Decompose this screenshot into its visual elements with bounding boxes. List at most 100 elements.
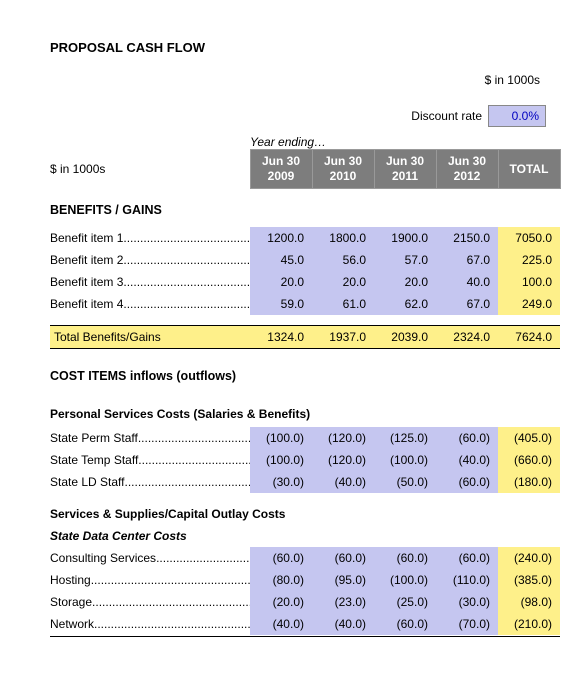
cell-total: 100.0 — [498, 271, 560, 293]
table-row: State LD Staff (30.0) (40.0) (50.0) (60.… — [50, 471, 560, 493]
services-subheading: State Data Center Costs — [50, 527, 560, 547]
cell: 1800.0 — [312, 227, 374, 249]
cell: 67.0 — [436, 249, 498, 271]
cell: (100.0) — [374, 569, 436, 591]
cell: 20.0 — [374, 271, 436, 293]
cell: (120.0) — [312, 427, 374, 449]
cell-total: (210.0) — [498, 613, 560, 635]
cell: 45.0 — [250, 249, 312, 271]
cell: (125.0) — [374, 427, 436, 449]
cell: 2150.0 — [436, 227, 498, 249]
cell: (30.0) — [436, 591, 498, 613]
cell: 40.0 — [436, 271, 498, 293]
table-row: State Perm Staff (100.0) (120.0) (125.0)… — [50, 427, 560, 449]
col-header-2009: Jun 302009 — [250, 150, 312, 189]
cell-total: (385.0) — [498, 569, 560, 591]
cell: (60.0) — [436, 471, 498, 493]
cell: (100.0) — [250, 449, 312, 471]
cell: (110.0) — [436, 569, 498, 591]
cell: (120.0) — [312, 449, 374, 471]
header-row: $ in 1000s Jun 302009 Jun 302010 Jun 302… — [50, 150, 560, 189]
cell: 57.0 — [374, 249, 436, 271]
benefits-heading: BENEFITS / GAINS — [50, 189, 560, 228]
cell: (100.0) — [374, 449, 436, 471]
cell: (23.0) — [312, 591, 374, 613]
row-label: Benefit item 4 — [50, 297, 123, 311]
discount-row: Discount rate 0.0% — [50, 105, 550, 127]
benefits-total-row: Total Benefits/Gains 1324.0 1937.0 2039.… — [50, 325, 560, 348]
cell: 62.0 — [374, 293, 436, 315]
row-label: Consulting Services — [50, 551, 156, 565]
row-label: State LD Staff — [50, 475, 125, 489]
cell-total: (660.0) — [498, 449, 560, 471]
cell: 2039.0 — [374, 325, 436, 348]
units-label-left: $ in 1000s — [50, 150, 250, 189]
cell-total: 249.0 — [498, 293, 560, 315]
table-row: Benefit item 1 1200.0 1800.0 1900.0 2150… — [50, 227, 560, 249]
cell-total: (98.0) — [498, 591, 560, 613]
table-row: Storage (20.0) (23.0) (25.0) (30.0) (98.… — [50, 591, 560, 613]
cell: (70.0) — [436, 613, 498, 635]
row-label: Storage — [50, 595, 92, 609]
table-row: Consulting Services (60.0) (60.0) (60.0)… — [50, 547, 560, 569]
cell-total: 225.0 — [498, 249, 560, 271]
page-title: PROPOSAL CASH FLOW — [50, 40, 550, 55]
cell: (80.0) — [250, 569, 312, 591]
cell: 1937.0 — [312, 325, 374, 348]
table-row: Benefit item 3 20.0 20.0 20.0 40.0 100.0 — [50, 271, 560, 293]
cell: 56.0 — [312, 249, 374, 271]
cell: 1900.0 — [374, 227, 436, 249]
discount-value[interactable]: 0.0% — [488, 105, 546, 127]
col-header-2012: Jun 302012 — [436, 150, 498, 189]
cell: (20.0) — [250, 591, 312, 613]
table-row: Hosting (80.0) (95.0) (100.0) (110.0) (3… — [50, 569, 560, 591]
units-label-top: $ in 1000s — [50, 73, 550, 87]
cell: (95.0) — [312, 569, 374, 591]
cell: (60.0) — [312, 547, 374, 569]
row-label: Benefit item 3 — [50, 275, 123, 289]
costs-heading: COST ITEMS inflows (outflows) — [50, 348, 560, 393]
table-row: Benefit item 2 45.0 56.0 57.0 67.0 225.0 — [50, 249, 560, 271]
col-header-total: TOTAL — [498, 150, 560, 189]
cell: (50.0) — [374, 471, 436, 493]
cell: (40.0) — [312, 471, 374, 493]
services-heading: Services & Supplies/Capital Outlay Costs — [50, 493, 560, 527]
cell-total: (180.0) — [498, 471, 560, 493]
cell: (40.0) — [250, 613, 312, 635]
cell: (60.0) — [374, 613, 436, 635]
year-ending-label: Year ending… — [250, 135, 550, 149]
row-label: Benefit item 2 — [50, 253, 123, 267]
col-header-2010: Jun 302010 — [312, 150, 374, 189]
cell: 1324.0 — [250, 325, 312, 348]
row-label: Hosting — [50, 573, 91, 587]
table-row: Network (40.0) (40.0) (60.0) (70.0) (210… — [50, 613, 560, 635]
cell: (60.0) — [374, 547, 436, 569]
cell: (60.0) — [250, 547, 312, 569]
cell: (30.0) — [250, 471, 312, 493]
cell: 1200.0 — [250, 227, 312, 249]
cell-total: 7050.0 — [498, 227, 560, 249]
col-header-2011: Jun 302011 — [374, 150, 436, 189]
cell: (25.0) — [374, 591, 436, 613]
cell: (60.0) — [436, 547, 498, 569]
cell: (40.0) — [436, 449, 498, 471]
cell: 20.0 — [250, 271, 312, 293]
total-label: Total Benefits/Gains — [50, 325, 250, 348]
cell: (40.0) — [312, 613, 374, 635]
row-label: Network — [50, 617, 94, 631]
cell-total: 7624.0 — [498, 325, 560, 348]
cell: 2324.0 — [436, 325, 498, 348]
cell: 59.0 — [250, 293, 312, 315]
cell: 67.0 — [436, 293, 498, 315]
personal-heading: Personal Services Costs (Salaries & Bene… — [50, 393, 560, 427]
row-label: State Perm Staff — [50, 431, 138, 445]
discount-label: Discount rate — [411, 109, 482, 123]
cell: 61.0 — [312, 293, 374, 315]
row-label: State Temp Staff — [50, 453, 138, 467]
row-label: Benefit item 1 — [50, 231, 123, 245]
cell: 20.0 — [312, 271, 374, 293]
cashflow-table: $ in 1000s Jun 302009 Jun 302010 Jun 302… — [50, 149, 561, 637]
cell-total: (405.0) — [498, 427, 560, 449]
table-row: State Temp Staff (100.0) (120.0) (100.0)… — [50, 449, 560, 471]
cell: (60.0) — [436, 427, 498, 449]
